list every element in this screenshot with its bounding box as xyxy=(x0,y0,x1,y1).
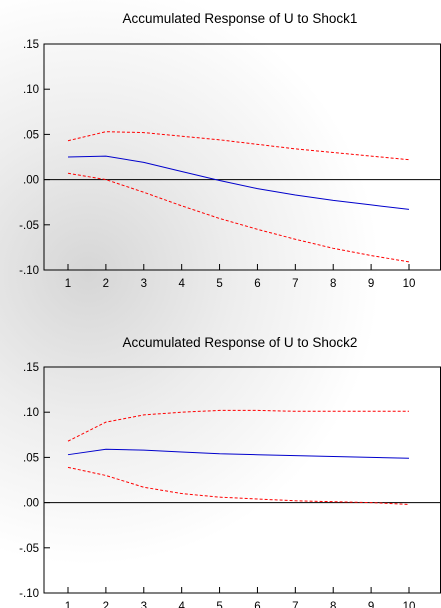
y-tick-label: .00 xyxy=(23,498,39,510)
y-tick-label: -.10 xyxy=(19,265,39,277)
x-tick-label: 1 xyxy=(65,601,71,608)
x-tick-label: 4 xyxy=(178,601,185,608)
y-tick-label: .10 xyxy=(23,407,39,419)
confidence-band-line xyxy=(68,410,409,441)
x-tick-label: 3 xyxy=(141,278,147,290)
confidence-band-line xyxy=(68,173,409,262)
x-tick-label: 4 xyxy=(178,278,185,290)
y-tick-label: .05 xyxy=(23,452,39,464)
confidence-band-line xyxy=(68,132,409,160)
x-tick-label: 5 xyxy=(216,278,222,290)
x-tick-label: 9 xyxy=(368,278,374,290)
x-tick-label: 9 xyxy=(368,601,374,608)
x-tick-label: 7 xyxy=(292,601,298,608)
x-tick-label: 6 xyxy=(254,278,260,290)
plot-frame xyxy=(44,367,441,593)
y-tick-label: -.05 xyxy=(19,220,39,232)
response-line xyxy=(68,449,409,458)
chart-2-panel: .15 .10 .05 .00 -.05 -.10 1 2 3 4 5 6 7 8 9 10 xyxy=(19,362,441,608)
y-tick-label: .00 xyxy=(23,175,39,187)
y-tick-label: .05 xyxy=(23,129,39,141)
x-tick-label: 1 xyxy=(65,278,71,290)
x-tick-label: 3 xyxy=(141,601,147,608)
y-tick-label: -.10 xyxy=(19,588,39,600)
x-tick-label: 2 xyxy=(103,601,109,608)
chart-2-title: Accumulated Response of U to Shock2 xyxy=(123,335,358,350)
y-tick-label: .15 xyxy=(23,39,39,51)
y-tick-label: .15 xyxy=(23,362,39,374)
y-tick-label: .10 xyxy=(23,84,39,96)
y-tick-label: -.05 xyxy=(19,543,39,555)
x-tick-label: 10 xyxy=(403,601,416,608)
x-tick-label: 10 xyxy=(403,278,416,290)
confidence-band-line xyxy=(68,467,409,504)
x-tick-label: 8 xyxy=(330,278,336,290)
x-tick-label: 8 xyxy=(330,601,336,608)
chart-1-panel: .15 .10 .05 .00 -.05 -.10 1 2 3 4 5 6 7 8 9 10 xyxy=(19,39,441,290)
chart-1-title: Accumulated Response of U to Shock1 xyxy=(123,11,358,26)
x-tick-label: 7 xyxy=(292,278,298,290)
x-tick-label: 2 xyxy=(103,278,109,290)
x-tick-label: 6 xyxy=(254,601,260,608)
response-line xyxy=(68,156,409,209)
x-tick-label: 5 xyxy=(216,601,222,608)
